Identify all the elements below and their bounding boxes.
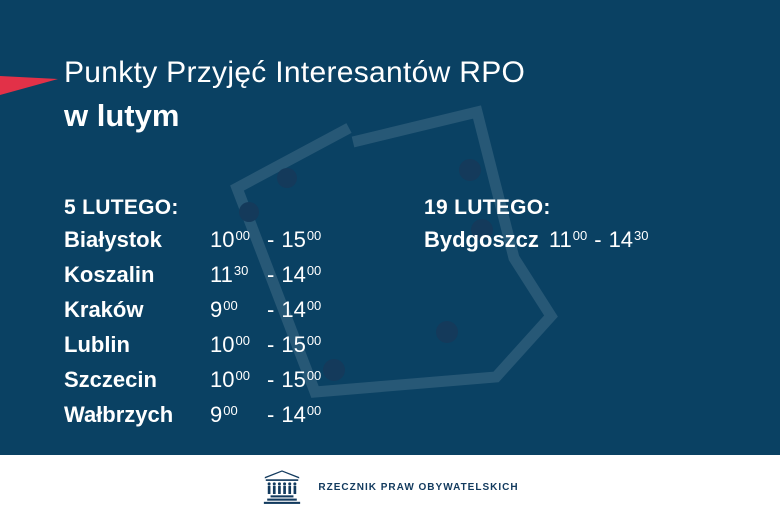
minutes-superscript: 00 <box>306 263 322 278</box>
time-start: 900 <box>210 297 238 322</box>
time-end: 1430 <box>608 227 649 252</box>
minutes-superscript: 00 <box>235 333 250 348</box>
time-start: 1130 <box>210 262 249 287</box>
time-end: 1400 <box>281 297 322 322</box>
city-name: Koszalin <box>64 262 155 287</box>
time-start: 1000 <box>210 332 250 357</box>
time-end: 1500 <box>281 367 322 392</box>
schedule-column-19-lutego: 19 LUTEGO: Bydgoszcz 1100-1430 <box>424 192 649 259</box>
page-subtitle: w lutym <box>64 98 180 133</box>
time-range: 1000-1500 <box>210 224 321 259</box>
minutes-superscript: 30 <box>233 263 249 278</box>
minutes-superscript: 00 <box>223 403 238 418</box>
schedule-row: Szczecin 1000-1500 <box>64 364 321 399</box>
minutes-superscript: 00 <box>306 333 322 348</box>
minutes-superscript: 00 <box>306 228 322 243</box>
time-dash: - <box>267 297 275 322</box>
time-dash: - <box>267 262 275 287</box>
time-end: 1400 <box>281 262 322 287</box>
time-dash: - <box>267 332 275 357</box>
date-heading: 5 LUTEGO: <box>64 196 179 219</box>
footer-band: RZECZNIK PRAW OBYWATELSKICH <box>0 455 780 520</box>
time-start: 900 <box>210 402 238 427</box>
minutes-superscript: 00 <box>223 298 238 313</box>
city-name: Wałbrzych <box>64 402 174 427</box>
minutes-superscript: 30 <box>634 228 649 243</box>
time-range: 1000-1500 <box>210 329 321 364</box>
time-start: 1100 <box>548 227 588 252</box>
schedule-rows: Bydgoszcz 1100-1430 <box>424 224 649 259</box>
schedule-row: Lublin 1000-1500 <box>64 329 321 364</box>
schedule-rows: Białystok 1000-1500 Koszalin 1130-1400 K… <box>64 224 321 434</box>
schedule-row: Wałbrzych 900 -1400 <box>64 399 321 434</box>
time-dash: - <box>267 367 275 392</box>
minutes-superscript: 00 <box>306 403 322 418</box>
red-arrow-accent-icon <box>0 76 58 95</box>
org-name: RZECZNIK PRAW OBYWATELSKICH <box>318 482 519 493</box>
schedule-column-5-lutego: 5 LUTEGO: Białystok 1000-1500 Koszalin 1… <box>64 192 321 434</box>
time-range: 1000-1500 <box>210 364 321 399</box>
date-heading: 19 LUTEGO: <box>424 196 551 219</box>
city-name: Szczecin <box>64 367 157 392</box>
schedule-row: Koszalin 1130-1400 <box>64 259 321 294</box>
minutes-superscript: 00 <box>306 368 322 383</box>
time-end: 1500 <box>281 332 322 357</box>
rpo-brand: RZECZNIK PRAW OBYWATELSKICH <box>261 470 518 505</box>
minutes-superscript: 00 <box>235 228 250 243</box>
time-range: 900 -1400 <box>210 399 321 434</box>
schedule-row: Kraków 900 -1400 <box>64 294 321 329</box>
time-start: 1000 <box>210 227 250 252</box>
page-title: Punkty Przyjęć Interesantów RPO <box>64 56 526 89</box>
city-name: Białystok <box>64 227 162 252</box>
time-range: 900 -1400 <box>210 294 321 329</box>
minutes-superscript: 00 <box>235 368 250 383</box>
time-dash: - <box>594 227 602 252</box>
city-name: Lublin <box>64 332 130 357</box>
rpo-courthouse-logo-icon <box>264 470 301 504</box>
minutes-superscript: 00 <box>306 298 322 313</box>
time-range: 1100-1430 <box>549 224 649 259</box>
time-end: 1400 <box>281 402 322 427</box>
time-range: 1130-1400 <box>210 259 321 294</box>
time-end: 1500 <box>281 227 322 252</box>
city-name: Bydgoszcz <box>424 227 539 252</box>
minutes-superscript: 00 <box>572 228 588 243</box>
city-name: Kraków <box>64 297 144 322</box>
map-city-dots <box>239 159 493 381</box>
schedule-row: Białystok 1000-1500 <box>64 224 321 259</box>
time-dash: - <box>267 227 275 252</box>
title-block: Punkty Przyjęć Interesantów RPO w lutym <box>64 54 525 136</box>
schedule-row: Bydgoszcz 1100-1430 <box>424 224 649 259</box>
time-start: 1000 <box>210 367 250 392</box>
time-dash: - <box>267 402 275 427</box>
